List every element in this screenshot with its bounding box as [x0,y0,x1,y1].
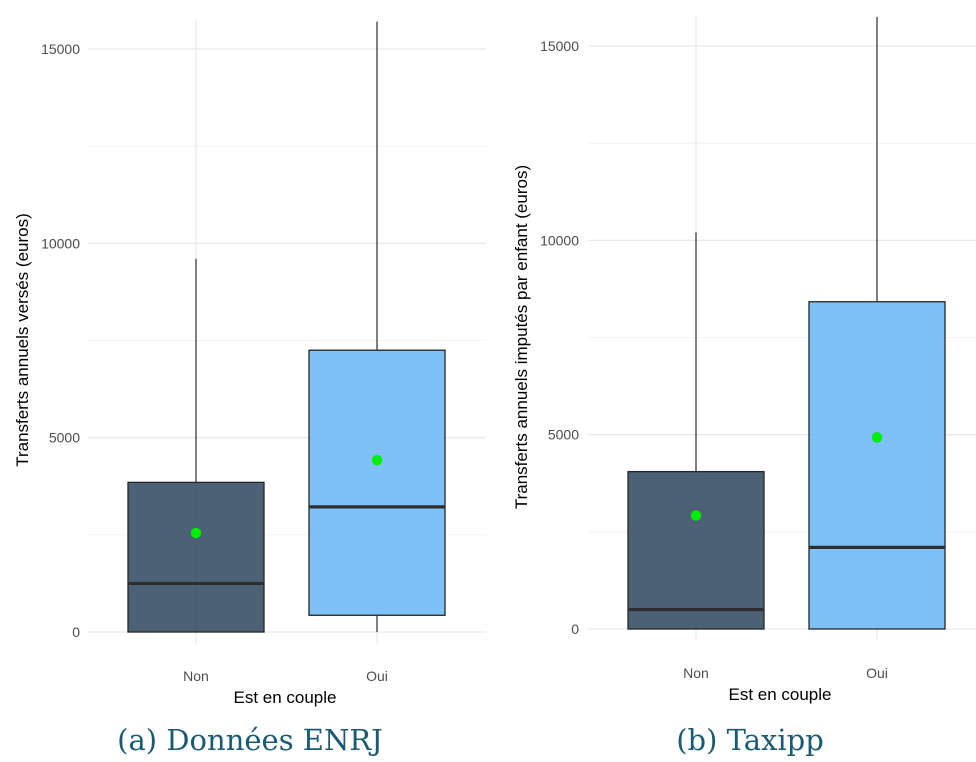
y-tick-label: 5000 [49,430,80,446]
y-tick-label: 0 [571,621,579,637]
mean-point [371,455,383,466]
mean-point [190,527,202,539]
mean-point [690,510,702,521]
chart-panel-1: 0 5000 10000 15000 Non Oui Est en couple Transf… [13,19,486,757]
chart-panel-2: 0 5000 10000 15000 Non Oui Est en couple Transf… [512,16,976,757]
x-axis-title: Est en couple [233,688,336,707]
x-tick-label: Non [683,665,709,681]
box-oui [308,21,446,632]
y-axis-title: Transferts annuels imputés par enfant (e… [512,165,531,509]
box-body [127,481,265,633]
box-oui [808,16,946,630]
panel-caption: (a) Données ENRJ [117,723,383,757]
box-body [308,349,446,616]
y-tick-label: 10000 [540,232,579,248]
y-tick-label: 15000 [540,38,579,54]
x-tick-label: Oui [366,668,388,684]
box-non [627,232,765,630]
y-tick-label: 15000 [41,41,80,57]
x-tick-label: Non [183,668,209,684]
x-tick-label: Oui [866,665,888,681]
x-axis-title: Est en couple [728,685,831,704]
mean-point [871,432,883,443]
y-tick-label: 5000 [548,427,579,443]
box-body [808,301,946,630]
y-tick-label: 0 [72,624,80,640]
y-axis-title: Transferts annuels versés (euros) [13,213,32,467]
y-tick-label: 10000 [41,235,80,251]
box-body [627,470,765,630]
panel-caption: (b) Taxipp [676,723,824,757]
box-non [127,258,265,633]
